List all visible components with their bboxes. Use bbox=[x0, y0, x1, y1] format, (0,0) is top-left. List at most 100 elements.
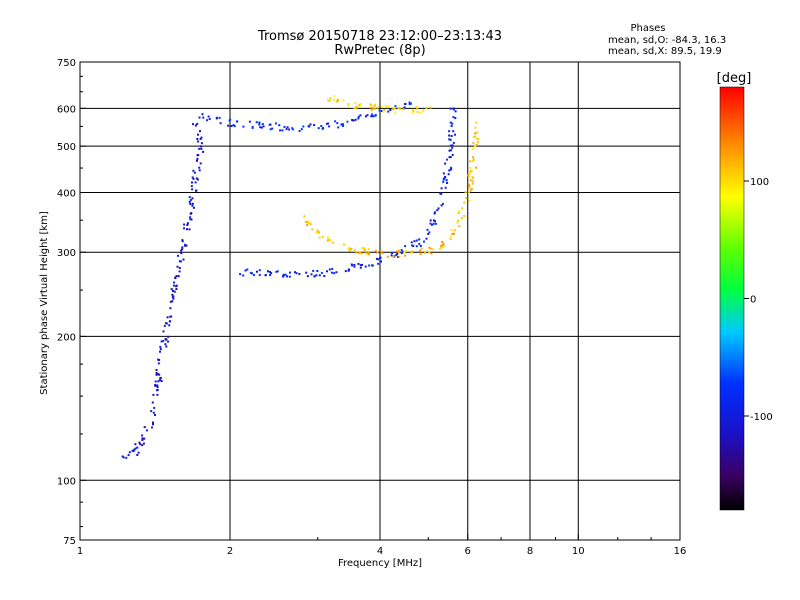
data-point bbox=[192, 206, 195, 209]
data-point bbox=[303, 215, 306, 218]
data-point bbox=[363, 247, 366, 250]
data-point bbox=[316, 270, 319, 272]
data-point bbox=[163, 324, 166, 327]
data-point bbox=[200, 142, 203, 145]
data-point bbox=[404, 250, 407, 253]
data-point bbox=[380, 250, 382, 253]
data-point bbox=[195, 177, 198, 180]
data-point bbox=[198, 166, 201, 169]
data-point bbox=[271, 127, 274, 130]
data-point bbox=[352, 119, 355, 122]
data-point bbox=[464, 191, 467, 193]
data-point bbox=[196, 154, 199, 157]
data-point bbox=[152, 423, 154, 426]
data-point bbox=[173, 290, 176, 293]
data-point bbox=[342, 125, 344, 127]
data-point bbox=[474, 135, 477, 138]
data-point bbox=[452, 130, 455, 133]
data-point bbox=[195, 189, 197, 192]
data-point bbox=[228, 119, 231, 122]
data-point bbox=[152, 393, 155, 396]
data-point bbox=[472, 141, 475, 144]
data-point bbox=[154, 384, 157, 386]
data-point bbox=[383, 108, 386, 111]
data-point bbox=[192, 123, 194, 126]
data-point bbox=[191, 197, 194, 200]
data-point bbox=[370, 114, 373, 117]
data-point bbox=[318, 236, 321, 239]
data-point bbox=[441, 240, 443, 243]
data-point bbox=[207, 115, 210, 118]
data-point bbox=[306, 221, 309, 224]
data-point bbox=[150, 410, 153, 413]
data-point bbox=[141, 439, 144, 441]
data-point bbox=[302, 125, 305, 128]
data-point bbox=[131, 449, 134, 452]
data-point bbox=[136, 446, 139, 449]
data-point bbox=[284, 273, 287, 276]
data-point bbox=[355, 251, 358, 254]
data-point bbox=[442, 172, 445, 175]
data-point bbox=[183, 227, 185, 230]
data-point bbox=[190, 212, 193, 215]
y-tick-label: 100 bbox=[57, 476, 76, 487]
data-point bbox=[347, 268, 350, 271]
data-point bbox=[165, 338, 168, 341]
data-point bbox=[295, 272, 298, 275]
data-point bbox=[368, 252, 370, 255]
colorbar-ticks: 100 0 -100 bbox=[744, 177, 773, 423]
data-point bbox=[325, 122, 328, 125]
data-point bbox=[419, 111, 422, 114]
data-point bbox=[317, 127, 320, 130]
stats-heading: Phases bbox=[630, 23, 665, 34]
data-point bbox=[449, 144, 452, 147]
data-point bbox=[445, 179, 448, 182]
data-point bbox=[198, 147, 201, 150]
data-point bbox=[431, 223, 433, 226]
data-point bbox=[454, 229, 456, 232]
data-point bbox=[390, 254, 393, 257]
data-point bbox=[449, 138, 452, 141]
data-point bbox=[400, 252, 403, 255]
data-point bbox=[306, 224, 309, 227]
data-point bbox=[415, 245, 418, 248]
data-point bbox=[260, 126, 263, 129]
data-point bbox=[141, 434, 144, 437]
data-point bbox=[285, 128, 288, 131]
data-point bbox=[312, 269, 315, 272]
data-point bbox=[180, 252, 183, 255]
data-point bbox=[307, 125, 310, 128]
data-point bbox=[167, 335, 170, 338]
data-point bbox=[191, 188, 194, 191]
data-point bbox=[304, 220, 307, 223]
y-tick-label: 75 bbox=[63, 536, 76, 547]
data-point bbox=[159, 379, 161, 382]
data-point bbox=[359, 266, 362, 269]
data-point bbox=[432, 222, 435, 225]
data-point bbox=[139, 443, 142, 446]
data-point bbox=[177, 275, 180, 278]
data-point bbox=[291, 127, 294, 130]
data-point bbox=[454, 110, 457, 113]
data-point bbox=[202, 150, 205, 153]
data-point bbox=[192, 177, 195, 180]
data-point bbox=[219, 122, 222, 125]
data-point bbox=[403, 254, 406, 257]
y-tick-label: 300 bbox=[57, 248, 76, 259]
data-point bbox=[188, 196, 191, 199]
data-point bbox=[355, 105, 358, 108]
data-point bbox=[275, 122, 277, 125]
data-point bbox=[153, 406, 156, 409]
data-point bbox=[453, 232, 456, 235]
data-point bbox=[371, 264, 374, 267]
data-point bbox=[474, 145, 476, 148]
data-point bbox=[439, 192, 442, 195]
data-point bbox=[200, 136, 203, 139]
data-point bbox=[398, 249, 401, 252]
data-point bbox=[434, 220, 436, 223]
data-point bbox=[306, 220, 309, 223]
y-tick-label: 400 bbox=[57, 188, 76, 199]
data-point bbox=[354, 102, 357, 104]
chart-subtitle: RwPretec (8p) bbox=[334, 43, 425, 58]
data-point bbox=[198, 169, 201, 172]
